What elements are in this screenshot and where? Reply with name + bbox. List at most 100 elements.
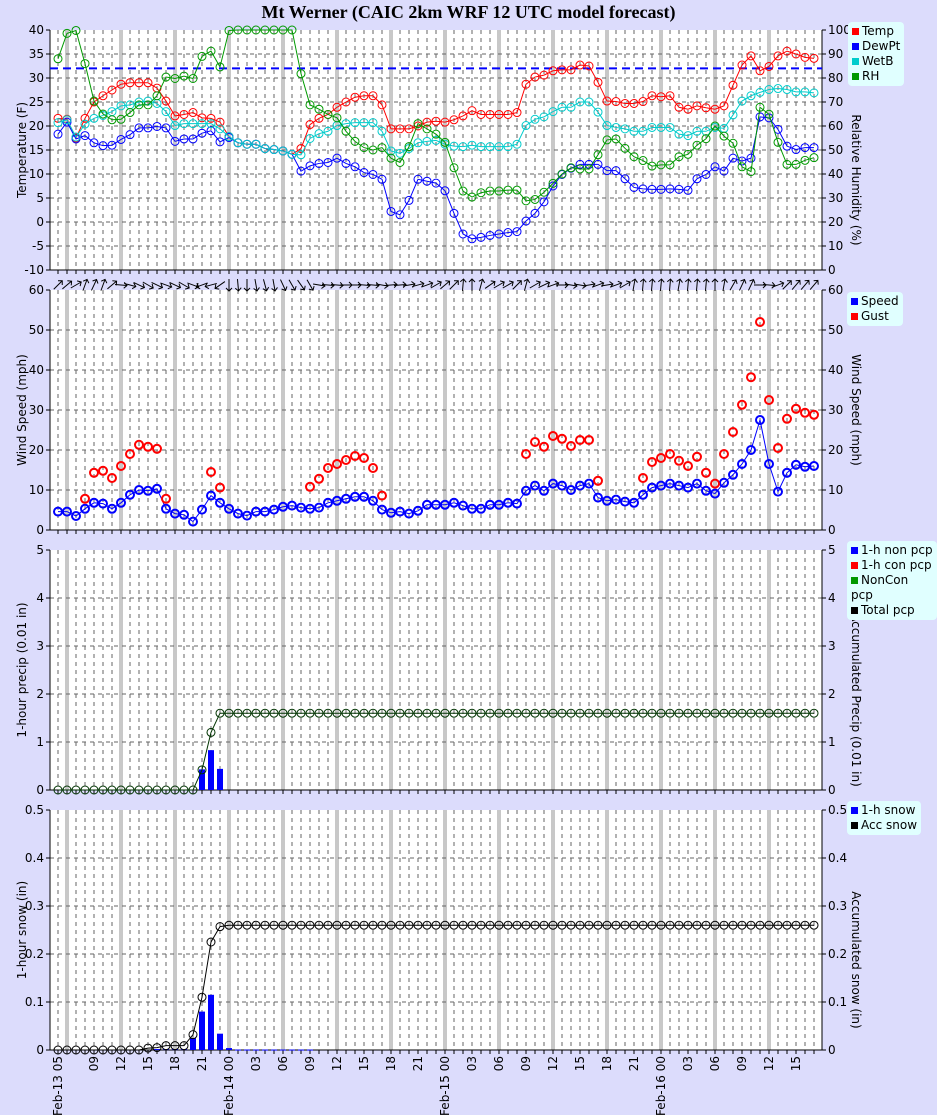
acc-snow-point [188, 1030, 198, 1040]
rh-point [269, 25, 279, 35]
snow-legend: 1-h snow Acc snow [847, 801, 922, 835]
rh-point [161, 72, 171, 82]
rh-point [71, 25, 81, 35]
legend-item-total-pcp: Total pcp [851, 603, 933, 618]
total-pcp-point [773, 708, 783, 718]
panel-2: 60 60 50 50 40 40 30 30 20 20 10 10 0 0 Wind Speed (mp… [15, 283, 863, 537]
speed-point [503, 497, 513, 508]
acc-snow-point [134, 1045, 144, 1055]
temp-point [629, 98, 639, 108]
arrow-head [262, 286, 270, 292]
dewpt-point [692, 174, 702, 184]
arrow-head [176, 283, 182, 290]
wind-direction-arrow [124, 282, 137, 290]
arrow-head [131, 282, 137, 290]
wetb-point [638, 126, 648, 136]
wind-direction-arrow [214, 281, 226, 290]
speed-point [557, 480, 567, 491]
y-tick-label-right: 40 [828, 363, 843, 377]
wind-direction-arrow [556, 281, 569, 289]
arrow-head [554, 280, 560, 288]
wind-direction-arrow [151, 282, 164, 290]
gust-point [755, 317, 765, 327]
speed-point [233, 508, 243, 519]
panel-3: 5 5 4 4 3 3 2 2 1 1 0 0 1-hour precip (0.01 in) Accum… [15, 543, 863, 797]
dewpt-point [305, 161, 315, 171]
acc-snow-point [719, 920, 729, 930]
temp-point [494, 109, 504, 119]
dewpt-point [143, 123, 153, 133]
legend-label: 1-h non pcp [861, 543, 933, 557]
total-pcp-point [269, 708, 279, 718]
wind-direction-arrow [234, 278, 242, 292]
temp-point [647, 91, 657, 101]
speed-point [89, 497, 99, 508]
arrow-shaft [262, 279, 268, 291]
x-tick-label: 21 [195, 1056, 209, 1071]
wetb-point [458, 142, 468, 152]
gust-point [377, 490, 387, 501]
arrow-shaft [704, 278, 708, 292]
wetb-point [503, 142, 513, 152]
total-pcp-point [134, 785, 144, 795]
arrow-head [281, 286, 288, 292]
gust-point [161, 493, 171, 504]
temp-point [719, 101, 729, 111]
y-tick-label: 0 [36, 523, 44, 537]
legend-item-con-pcp: 1-h con pcp [851, 558, 933, 573]
total-pcp-point [440, 708, 450, 718]
arrow-shaft [610, 282, 622, 288]
arrow-shaft [236, 278, 240, 292]
wetb-point [350, 118, 360, 128]
wind-direction-arrow [721, 278, 728, 291]
arrow-head [648, 278, 656, 283]
acc-snow-point [341, 920, 351, 930]
rh-point [395, 157, 405, 167]
total-pcp-point [530, 708, 540, 718]
total-pcp-point [656, 708, 666, 718]
dewpt-point [728, 153, 738, 163]
gust-point [719, 449, 729, 459]
arrow-head [234, 287, 242, 292]
acc-snow-point [404, 920, 414, 930]
rh-point [620, 143, 630, 153]
wetb-point [575, 97, 585, 107]
arrow-head [76, 280, 82, 287]
total-pcp-point [395, 708, 405, 718]
arrow-shaft [547, 282, 559, 288]
rh-point [584, 164, 594, 174]
rh-point [737, 162, 747, 172]
arrow-head [490, 280, 496, 286]
speed-point [341, 493, 351, 504]
dewpt-point [755, 112, 765, 122]
arrow-shaft [151, 282, 163, 288]
acc-snow-point [629, 920, 639, 930]
x-tick-label: 15 [357, 1056, 371, 1071]
acc-snow-point [602, 920, 612, 930]
wind-direction-arrow [321, 281, 335, 289]
temp-point [764, 61, 774, 71]
x-tick-label: 12 [762, 1056, 776, 1071]
total-pcp-point [62, 785, 72, 795]
rh-point [305, 100, 315, 110]
y-tick-label-right: 30 [828, 403, 843, 417]
wind-direction-arrow [639, 278, 647, 292]
wetb-point [278, 146, 288, 156]
speed-point [98, 498, 108, 509]
temp-point [773, 51, 783, 61]
arrow-head [459, 278, 467, 283]
snow-bar [199, 1011, 205, 1050]
speed-point [611, 494, 621, 505]
legend-item-wetb: WetB [852, 54, 900, 69]
dewpt-point [377, 174, 387, 184]
legend-label: Acc snow [861, 818, 918, 832]
wetb-line [57, 88, 815, 156]
arrow-shaft [592, 282, 604, 288]
dewpt-point [611, 166, 621, 176]
wetb-point [557, 102, 567, 112]
total-pcp-point [746, 708, 756, 718]
x-tick-label: 15 [141, 1056, 155, 1071]
temp-point [188, 108, 198, 118]
precip-bar [208, 750, 214, 790]
arrow-shaft [449, 280, 459, 290]
